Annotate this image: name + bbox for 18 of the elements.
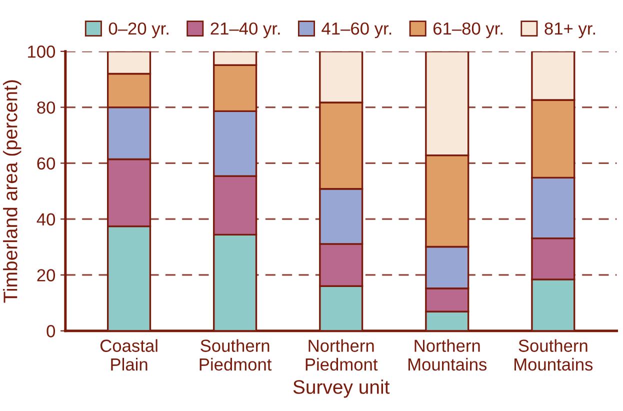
x-axis-title: Survey unit bbox=[293, 380, 390, 398]
y-axis-title: Timberland area (percent) bbox=[3, 80, 22, 303]
x-tick-label: Southern Piedmont bbox=[200, 339, 272, 371]
x-tick-label: Southern Mountains bbox=[514, 339, 593, 371]
legend-label: 41–60 yr. bbox=[322, 22, 392, 38]
legend-label: 61–80 yr. bbox=[433, 22, 502, 38]
y-tick-label: 60 bbox=[37, 157, 56, 170]
y-tick-label: 20 bbox=[37, 269, 56, 282]
legend-label: 0–20 yr. bbox=[108, 22, 168, 38]
legend-label: 81+ yr. bbox=[544, 22, 595, 38]
y-tick-label: 80 bbox=[37, 101, 56, 114]
x-tick-label: Northern Piedmont bbox=[306, 339, 378, 371]
legend-label: 21–40 yr. bbox=[210, 22, 280, 38]
y-tick-label: 100 bbox=[28, 46, 56, 58]
x-tick-label: Northern Mountains bbox=[408, 339, 487, 371]
y-tick-label: 0 bbox=[46, 325, 56, 338]
y-tick-label: 40 bbox=[36, 213, 56, 226]
x-tick-label: Coastal Plain bbox=[100, 339, 158, 371]
